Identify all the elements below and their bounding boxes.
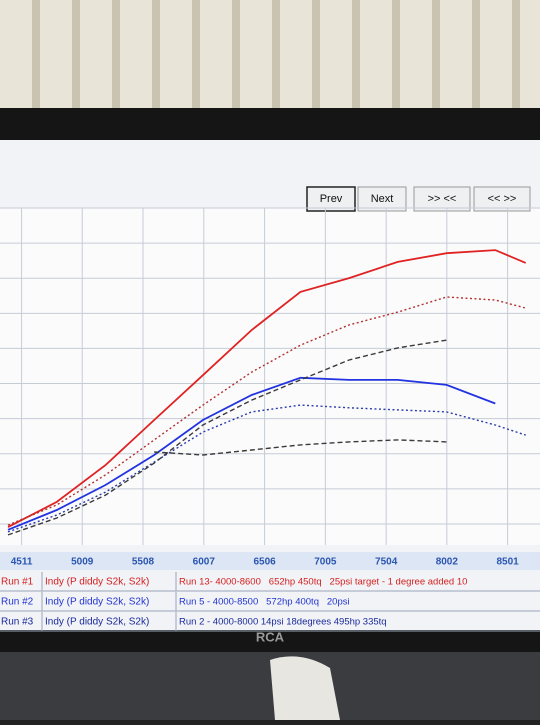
series-line — [7, 376, 496, 531]
x-tick-label: 5508 — [132, 557, 155, 568]
button[interactable]: >> << — [413, 186, 471, 212]
legend-vehicle: Indy (P diddy S2k, S2k) — [45, 617, 149, 628]
button-label[interactable]: Next — [371, 193, 394, 205]
button-label[interactable]: << >> — [488, 193, 517, 205]
x-tick-label: 7504 — [375, 557, 398, 568]
x-tick-label: 8002 — [436, 557, 459, 568]
x-tick-label: 6506 — [253, 557, 276, 568]
button-frame[interactable] — [357, 186, 407, 212]
button-label[interactable]: >> << — [428, 193, 457, 205]
legend: Run #1 Indy (P diddy S2k, S2k) Run 13- 400… — [0, 572, 540, 632]
legend-run: Run #2 — [1, 597, 34, 608]
legend-vehicle: Indy (P diddy S2k, S2k) — [45, 597, 149, 608]
brand-logo: RCA — [256, 629, 285, 644]
x-tick-label: 5009 — [71, 557, 94, 568]
button[interactable]: Next — [357, 186, 407, 212]
lines — [7, 249, 527, 536]
legend-vehicle: Indy (P diddy S2k, S2k) — [45, 577, 149, 588]
series-line — [7, 249, 527, 528]
x-tick-label: 7005 — [314, 557, 337, 568]
legend-description: Run 13- 4000-8600 652hp 450tq 25psi targ… — [179, 577, 467, 588]
desk-clutter — [0, 652, 540, 720]
x-tick-label: 4511 — [11, 557, 33, 568]
legend-description: Run 5 - 4000-8500 572hp 400tq 20psi — [179, 597, 350, 608]
series-line — [7, 339, 447, 536]
legend-description: Run 2 - 4000-8000 14psi 18degrees 495hp … — [179, 617, 387, 628]
legend-run: Run #3 — [1, 617, 34, 628]
buttons: Prev Next >> << << >> — [306, 186, 531, 212]
button[interactable]: Prev — [306, 186, 356, 212]
cloth — [270, 656, 340, 720]
button[interactable]: << >> — [473, 186, 531, 212]
series-line — [7, 296, 526, 526]
button-label[interactable]: Prev — [320, 193, 343, 205]
x-axis-band — [0, 552, 540, 570]
wall — [0, 0, 540, 120]
button-frame[interactable] — [473, 186, 531, 212]
legend-run: Run #1 — [1, 577, 34, 588]
series-line — [154, 439, 447, 456]
plot-area — [0, 208, 540, 545]
button-frame[interactable] — [306, 186, 356, 212]
series-line — [7, 404, 526, 533]
button-frame[interactable] — [413, 186, 471, 212]
x-tick-label: 6007 — [193, 557, 216, 568]
x-tick-label: 8501 — [496, 557, 519, 568]
